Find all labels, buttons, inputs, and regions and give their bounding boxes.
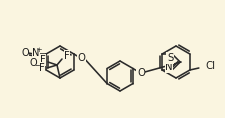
Text: O: O bbox=[29, 58, 37, 68]
Text: O: O bbox=[78, 53, 86, 63]
Text: F: F bbox=[39, 63, 45, 73]
Text: O: O bbox=[21, 48, 29, 58]
Text: Cl: Cl bbox=[206, 61, 216, 71]
Text: O: O bbox=[137, 67, 145, 78]
Text: F: F bbox=[64, 51, 70, 61]
Text: N: N bbox=[32, 48, 40, 58]
Text: +: + bbox=[36, 47, 41, 53]
Text: F: F bbox=[40, 55, 46, 65]
Text: N: N bbox=[165, 62, 173, 72]
Text: S: S bbox=[167, 53, 173, 63]
Text: −: − bbox=[34, 63, 39, 69]
